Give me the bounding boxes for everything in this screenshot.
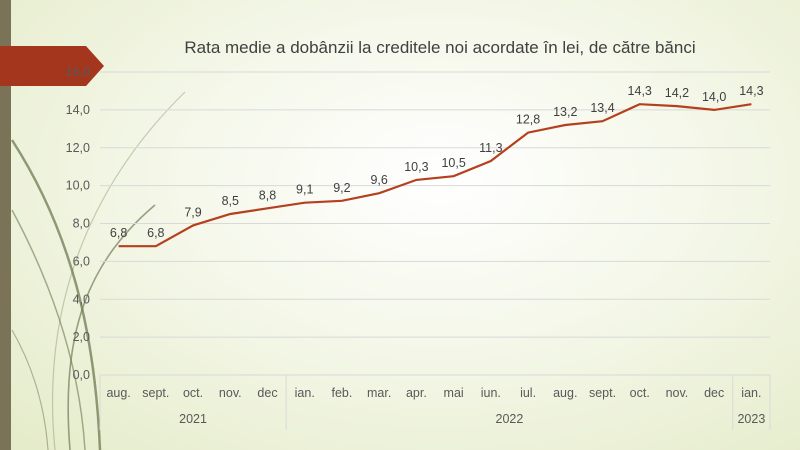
x-tick-label: sept. — [589, 386, 616, 400]
x-tick-label: oct. — [183, 386, 203, 400]
data-label: 9,1 — [296, 183, 313, 197]
y-tick-label: 12,0 — [66, 141, 90, 155]
x-tick-label: mai — [444, 386, 464, 400]
swoosh-curve — [67, 204, 156, 450]
y-tick-label: 0,0 — [73, 368, 90, 382]
swoosh-decoration — [10, 91, 186, 450]
y-axis-ticks: 0,0 2,0 4,0 6,0 8,0 10,0 12,0 14,0 16,0 — [66, 65, 90, 382]
title-accent-tab — [0, 46, 104, 86]
swoosh-curve — [11, 209, 86, 450]
data-label: 12,8 — [516, 113, 540, 127]
data-label: 11,3 — [479, 141, 502, 155]
gridlines — [100, 71, 770, 376]
data-label: 6,8 — [147, 226, 164, 240]
x-tick-label: dec — [704, 386, 724, 400]
x-tick-label: aug. — [553, 386, 577, 400]
y-tick-label: 8,0 — [73, 217, 90, 231]
x-tick-label: apr. — [406, 386, 427, 400]
x-tick-label: ian. — [741, 386, 761, 400]
y-tick-label: 4,0 — [73, 292, 90, 306]
swoosh-curve — [10, 139, 102, 450]
swoosh-curve — [51, 91, 186, 450]
data-label: 13,4 — [590, 101, 614, 115]
series-line — [118, 103, 752, 248]
year-label: 2021 — [179, 412, 207, 426]
x-tick-label: iul. — [520, 386, 536, 400]
x-tick-label: oct. — [630, 386, 650, 400]
x-tick-label: nov. — [219, 386, 242, 400]
data-label: 10,3 — [404, 160, 428, 174]
data-labels: 6,8 6,8 7,9 8,5 8,8 9,1 9,2 9,6 10,3 10,5 11,3 12,8… — [110, 84, 764, 240]
data-label: 14,3 — [628, 84, 652, 98]
left-decor-bar — [0, 0, 11, 450]
x-tick-label: mar. — [367, 386, 391, 400]
y-tick-label: 10,0 — [66, 179, 90, 193]
x-tick-label: aug. — [106, 386, 130, 400]
x-axis: aug. sept. oct. nov. dec ian. feb. mar. apr. mai i… — [99, 375, 771, 430]
chart-title: Rata medie a dobânzii la creditele noi a… — [184, 38, 696, 57]
swoosh-curve — [11, 329, 49, 450]
year-label: 2023 — [737, 412, 765, 426]
y-tick-label: 16,0 — [66, 65, 90, 79]
x-tick-label: nov. — [666, 386, 689, 400]
data-label: 8,8 — [259, 188, 276, 202]
x-tick-label: feb. — [332, 386, 353, 400]
data-label: 8,5 — [222, 194, 239, 208]
data-label: 9,2 — [333, 181, 350, 195]
data-label: 10,5 — [441, 156, 465, 170]
x-tick-label: sept. — [142, 386, 169, 400]
x-tick-label: iun. — [481, 386, 501, 400]
x-tick-label: dec — [257, 386, 277, 400]
data-label: 13,2 — [553, 105, 577, 119]
y-tick-label: 6,0 — [73, 254, 90, 268]
data-label: 7,9 — [184, 205, 201, 219]
year-label: 2022 — [496, 412, 524, 426]
data-label: 14,2 — [665, 86, 689, 100]
y-tick-label: 2,0 — [73, 330, 90, 344]
y-tick-label: 14,0 — [66, 103, 90, 117]
data-label: 9,6 — [370, 173, 387, 187]
data-label: 14,3 — [739, 84, 763, 98]
data-label: 14,0 — [702, 90, 726, 104]
x-tick-label: ian. — [295, 386, 315, 400]
data-label: 6,8 — [110, 226, 127, 240]
